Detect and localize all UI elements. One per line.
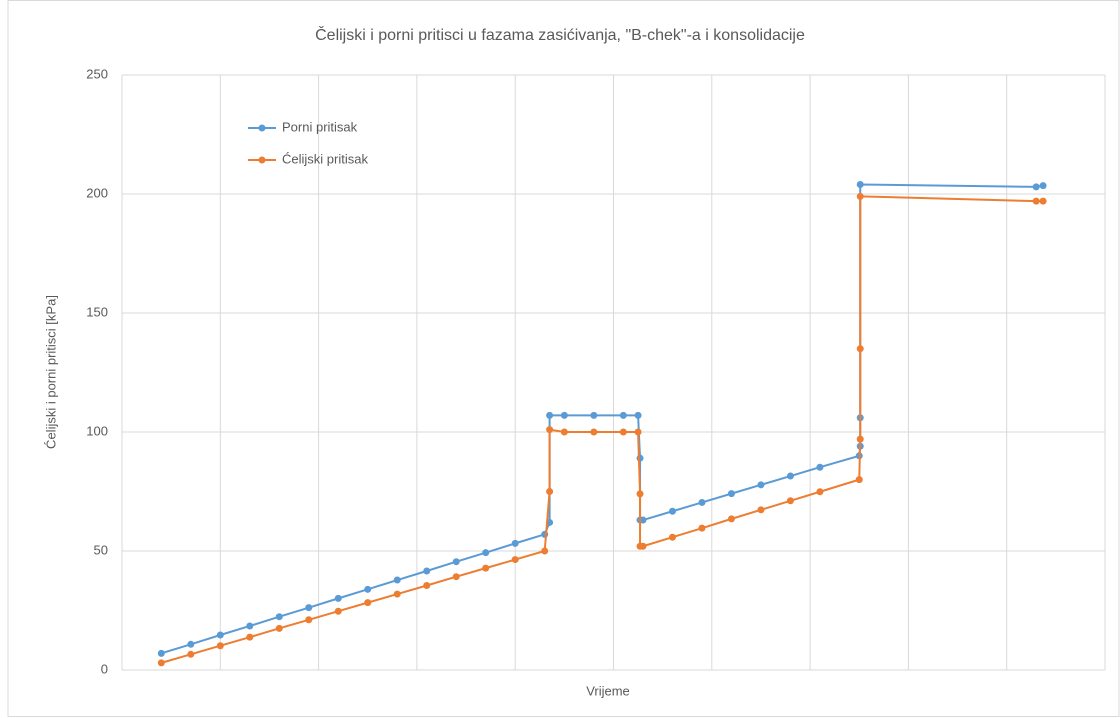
data-point — [423, 582, 431, 590]
data-point — [216, 631, 224, 639]
data-point — [511, 539, 519, 547]
data-point — [757, 506, 765, 514]
data-point — [246, 633, 254, 641]
data-point — [856, 435, 864, 443]
data-point — [305, 616, 313, 624]
data-point — [634, 411, 642, 419]
data-point — [546, 426, 554, 434]
data-point — [364, 585, 372, 593]
data-point — [541, 547, 549, 555]
data-point — [727, 490, 735, 498]
data-point — [482, 549, 490, 557]
data-point — [1039, 182, 1047, 190]
data-point — [1032, 197, 1040, 205]
data-point — [856, 192, 864, 200]
data-point — [275, 624, 283, 632]
y-tick-label: 50 — [94, 542, 108, 557]
data-point — [855, 476, 863, 484]
data-point — [560, 411, 568, 419]
data-point — [856, 180, 864, 188]
data-point — [560, 428, 568, 436]
data-point — [786, 497, 794, 505]
y-tick-label: 250 — [86, 66, 108, 81]
data-point — [452, 573, 460, 581]
data-point — [727, 515, 735, 523]
legend-marker — [258, 156, 266, 164]
data-point — [393, 576, 401, 584]
data-point — [216, 642, 224, 650]
data-point — [334, 607, 342, 615]
data-point — [423, 567, 431, 575]
data-point — [590, 428, 598, 436]
data-point — [157, 649, 165, 657]
data-point — [856, 345, 864, 353]
data-point — [305, 604, 313, 612]
legend-label: Ćelijski pritisak — [282, 151, 368, 166]
chart-title: Čelijski i porni pritisci u fazama zasić… — [315, 25, 805, 44]
chart-frame — [7, 0, 1120, 717]
data-point — [698, 524, 706, 532]
y-tick-label: 100 — [86, 423, 108, 438]
data-point — [816, 488, 824, 496]
data-point — [546, 488, 554, 495]
data-point — [1032, 183, 1040, 191]
data-point — [619, 411, 627, 419]
y-tick-label: 200 — [86, 185, 108, 200]
data-point — [511, 556, 519, 564]
data-point — [246, 622, 254, 630]
y-tick-label: 150 — [86, 304, 108, 319]
data-point — [816, 463, 824, 471]
legend-marker — [258, 124, 266, 132]
data-point — [636, 454, 644, 462]
data-point — [482, 564, 490, 572]
data-point — [157, 659, 165, 667]
data-point — [590, 411, 598, 419]
data-point — [393, 590, 401, 598]
data-point — [636, 490, 644, 498]
data-point — [668, 507, 676, 515]
data-point — [546, 411, 554, 419]
y-tick-label: 0 — [101, 661, 108, 676]
data-point — [634, 428, 642, 436]
data-point — [639, 542, 647, 550]
data-point — [364, 599, 372, 607]
data-point — [668, 533, 676, 541]
data-point — [452, 558, 460, 566]
data-point — [786, 472, 794, 480]
legend-label: Porni pritisak — [282, 119, 358, 134]
data-point — [334, 594, 342, 602]
data-point — [698, 498, 706, 506]
data-point — [639, 516, 647, 524]
y-axis-label: Ćelijski i porni pritisci [kPa] — [43, 295, 58, 449]
data-point — [757, 481, 765, 489]
x-axis-label: Vrijeme — [586, 683, 630, 698]
data-point — [275, 613, 283, 621]
data-point — [187, 640, 195, 648]
data-point — [619, 428, 627, 436]
data-point — [1039, 197, 1047, 205]
data-point — [187, 650, 195, 658]
